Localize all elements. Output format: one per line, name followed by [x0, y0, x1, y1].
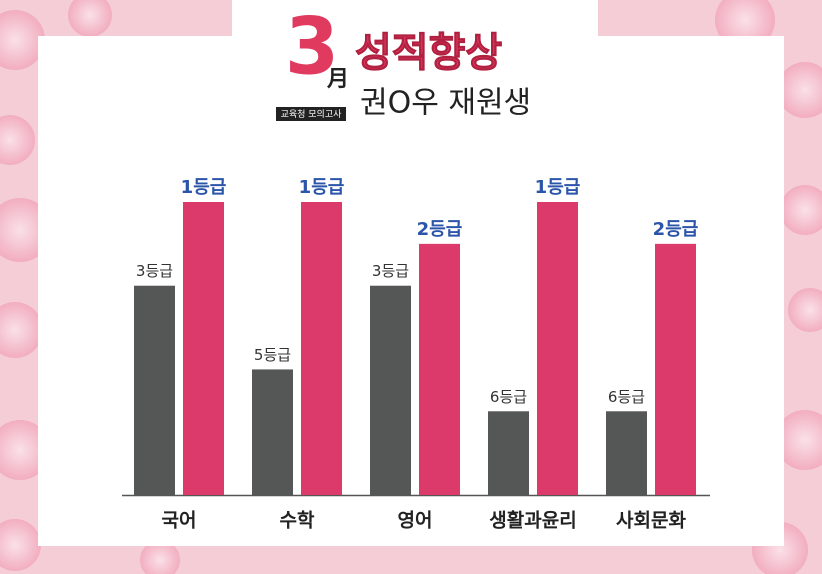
data-label: 1등급	[181, 177, 227, 198]
bar	[488, 411, 529, 495]
bar	[301, 202, 342, 495]
x-tick-label: 수학	[280, 510, 315, 532]
bar	[419, 243, 460, 495]
data-label: 6등급	[608, 388, 645, 406]
x-tick-label: 영어	[398, 510, 433, 532]
x-tick-label: 국어	[162, 510, 197, 532]
bar	[134, 285, 175, 495]
bar	[252, 369, 293, 495]
badge-caption: 교육청 모의고사	[281, 109, 343, 120]
data-label: 1등급	[535, 177, 581, 198]
x-tick-label: 사회문화	[616, 510, 686, 532]
chart-title: 성적향상	[355, 30, 502, 76]
badge-caption-bg	[276, 107, 346, 121]
bar	[537, 202, 578, 495]
data-label: 5등급	[254, 346, 291, 364]
bar	[606, 411, 647, 495]
badge-number: 3	[285, 2, 339, 92]
data-label: 2등급	[417, 219, 463, 240]
data-label: 6등급	[490, 388, 527, 406]
data-label: 3등급	[372, 262, 409, 280]
panel	[38, 0, 784, 546]
badge-suffix: 月	[326, 67, 349, 92]
x-tick-label: 생활과윤리	[489, 510, 576, 532]
chart-subtitle: 권O우 재원생	[360, 86, 531, 121]
data-label: 3등급	[136, 262, 173, 280]
bar	[370, 285, 411, 495]
bar	[183, 202, 224, 495]
bar	[655, 243, 696, 495]
data-label: 1등급	[299, 177, 345, 198]
data-label: 2등급	[653, 219, 699, 240]
